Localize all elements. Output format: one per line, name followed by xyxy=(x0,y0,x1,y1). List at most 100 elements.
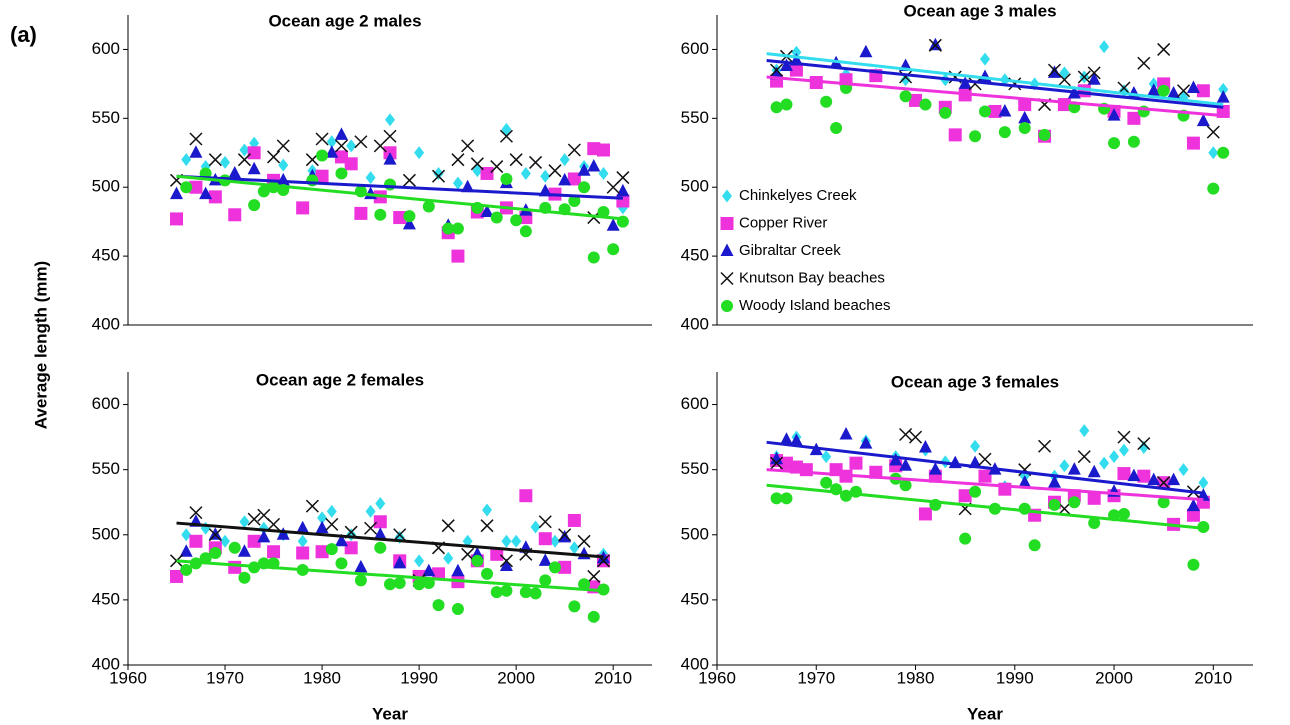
marker xyxy=(296,520,310,534)
marker xyxy=(414,146,425,160)
marker xyxy=(587,251,600,264)
marker xyxy=(247,512,261,526)
panel-title: Ocean age 3 males xyxy=(903,1,1056,20)
marker xyxy=(538,515,552,529)
marker xyxy=(1117,467,1131,481)
marker xyxy=(432,599,445,612)
marker xyxy=(722,189,732,203)
marker xyxy=(247,161,261,175)
marker xyxy=(441,519,455,533)
x-axis-label: Year xyxy=(372,704,408,723)
marker xyxy=(519,225,532,238)
x-tick-label: 1980 xyxy=(897,668,935,687)
marker xyxy=(393,576,406,589)
marker xyxy=(1186,80,1200,94)
x-tick-label: 2000 xyxy=(497,668,535,687)
marker xyxy=(334,139,349,153)
marker xyxy=(1018,98,1032,112)
marker xyxy=(1157,84,1170,97)
marker xyxy=(257,529,271,543)
marker xyxy=(1047,475,1061,488)
trend-line xyxy=(766,75,1224,118)
marker xyxy=(325,543,338,556)
marker xyxy=(228,208,242,222)
marker xyxy=(616,194,630,208)
marker xyxy=(1057,73,1071,87)
marker xyxy=(799,463,813,477)
panel-title: Ocean age 2 males xyxy=(268,11,421,30)
marker xyxy=(616,171,630,185)
marker xyxy=(220,155,231,169)
marker xyxy=(540,169,551,183)
marker xyxy=(375,497,386,511)
marker xyxy=(900,73,911,87)
marker xyxy=(1059,459,1070,473)
marker xyxy=(335,557,348,570)
marker xyxy=(530,520,541,534)
marker xyxy=(928,37,942,51)
marker xyxy=(607,243,620,256)
marker xyxy=(988,104,1002,118)
marker xyxy=(237,544,251,557)
marker xyxy=(267,517,281,531)
marker xyxy=(558,529,572,543)
y-tick-label: 500 xyxy=(681,524,709,543)
marker xyxy=(549,534,560,548)
marker xyxy=(559,153,570,167)
marker xyxy=(1127,468,1141,482)
marker xyxy=(968,77,982,91)
y-tick-label: 450 xyxy=(681,246,709,265)
marker xyxy=(1127,111,1141,125)
marker xyxy=(179,544,193,557)
marker xyxy=(422,200,435,213)
marker xyxy=(239,143,250,157)
legend-label: Woody Island beaches xyxy=(739,297,891,314)
trend-line xyxy=(176,521,604,559)
marker xyxy=(1138,441,1149,455)
marker xyxy=(1196,113,1210,127)
marker xyxy=(1127,135,1140,148)
marker xyxy=(334,127,348,140)
marker xyxy=(248,199,261,212)
marker xyxy=(365,171,376,185)
marker xyxy=(208,190,222,204)
x-tick-label: 1980 xyxy=(303,668,341,687)
y-tick-label: 550 xyxy=(92,459,120,478)
marker xyxy=(238,571,251,584)
trend-line xyxy=(176,174,623,200)
marker xyxy=(538,553,552,566)
marker xyxy=(344,541,358,555)
marker xyxy=(529,587,542,600)
marker xyxy=(948,128,962,142)
marker xyxy=(978,69,992,82)
marker xyxy=(1087,464,1101,478)
marker xyxy=(1167,86,1181,99)
marker xyxy=(1206,125,1220,139)
marker xyxy=(451,603,464,616)
marker xyxy=(596,550,610,564)
marker xyxy=(1196,488,1210,501)
marker xyxy=(278,158,289,172)
marker xyxy=(958,489,972,503)
marker xyxy=(403,210,416,223)
marker xyxy=(296,201,310,215)
marker xyxy=(432,567,446,581)
marker xyxy=(1186,498,1200,512)
marker xyxy=(317,511,328,525)
marker xyxy=(519,586,532,599)
marker xyxy=(1157,496,1170,509)
marker xyxy=(780,492,793,505)
marker xyxy=(189,180,203,194)
marker xyxy=(316,149,329,162)
marker xyxy=(1217,146,1230,159)
marker xyxy=(1178,463,1189,477)
marker xyxy=(721,300,733,312)
marker xyxy=(1067,462,1081,475)
marker xyxy=(1077,70,1091,84)
marker xyxy=(443,551,454,565)
marker xyxy=(587,610,600,623)
marker xyxy=(539,574,552,587)
y-tick-label: 600 xyxy=(681,39,709,58)
trend-line xyxy=(766,58,1224,109)
